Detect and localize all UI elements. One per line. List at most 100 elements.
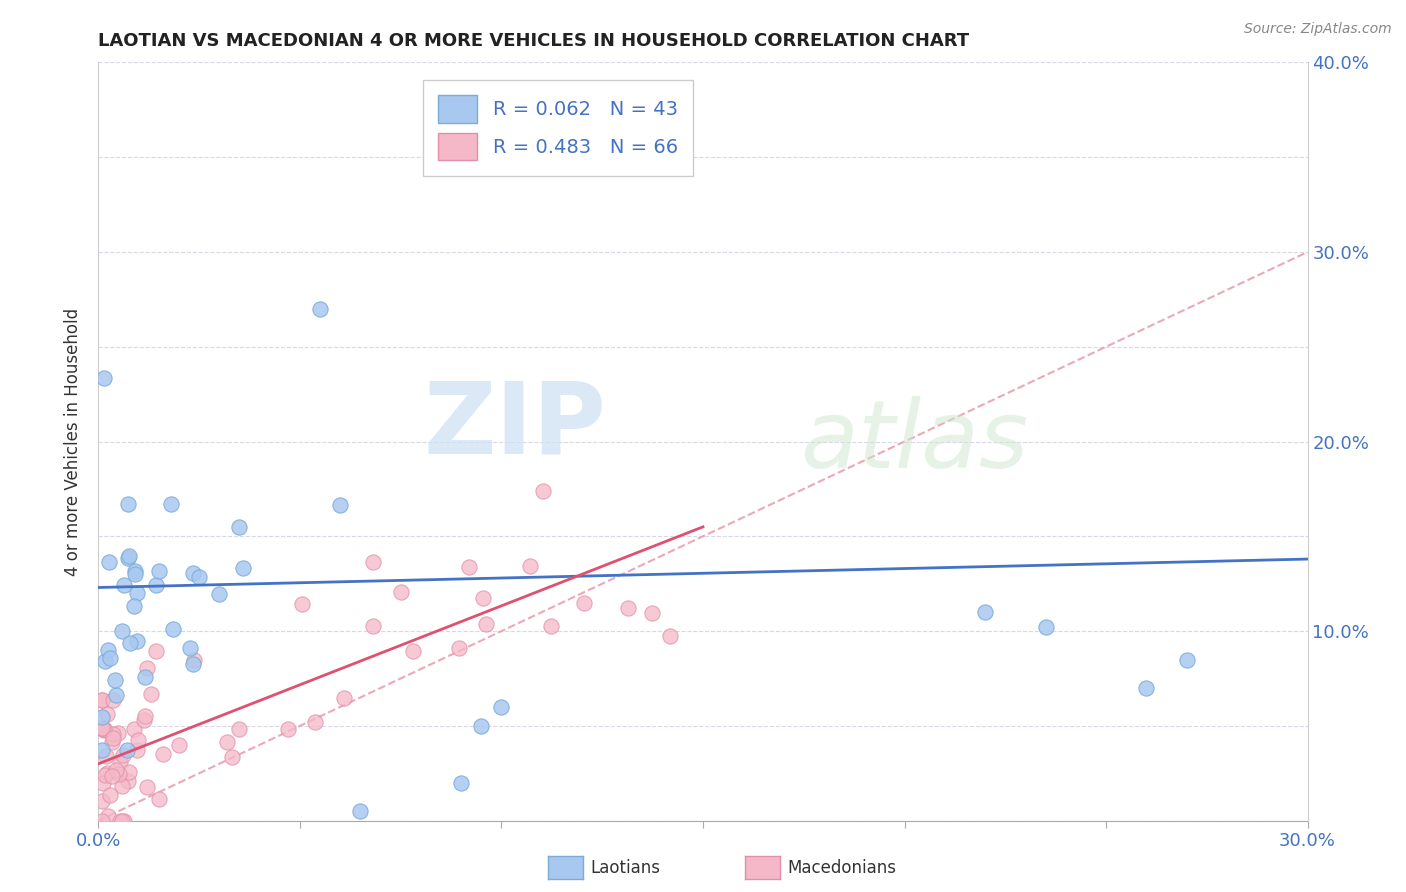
Point	[108, 814, 131, 828]
Point	[93, 723, 115, 737]
Point	[136, 780, 159, 794]
Point	[122, 599, 145, 614]
Point	[491, 699, 513, 714]
Point	[228, 722, 250, 736]
Point	[101, 727, 124, 741]
Point	[188, 570, 211, 584]
Point	[540, 619, 562, 633]
Point	[181, 657, 204, 671]
Point	[98, 650, 121, 665]
Text: ZIP: ZIP	[423, 378, 606, 475]
Point	[208, 587, 231, 601]
Point	[1035, 620, 1057, 634]
Point	[215, 735, 238, 749]
Point	[277, 723, 299, 737]
Point	[104, 673, 127, 687]
Point	[91, 814, 114, 828]
Point	[148, 792, 170, 806]
Point	[304, 714, 326, 729]
Point	[108, 767, 131, 781]
Point	[108, 756, 131, 770]
Text: Macedonians: Macedonians	[787, 859, 897, 877]
Point	[117, 497, 139, 511]
Point	[118, 764, 141, 779]
Point	[134, 670, 156, 684]
Point	[458, 560, 481, 574]
Point	[447, 640, 470, 655]
Point	[139, 687, 162, 701]
Point	[640, 606, 662, 620]
Point	[104, 763, 127, 777]
Point	[111, 779, 134, 793]
Point	[659, 629, 682, 643]
Point	[93, 370, 115, 384]
Point	[112, 814, 135, 828]
Point	[112, 578, 135, 592]
Point	[120, 636, 142, 650]
Point	[125, 743, 148, 757]
Point	[127, 633, 149, 648]
Point	[152, 747, 174, 761]
Point	[169, 738, 191, 752]
Point	[181, 566, 204, 580]
Point	[111, 624, 134, 639]
Point	[617, 601, 640, 615]
Point	[91, 693, 114, 707]
Point	[291, 597, 314, 611]
Point	[91, 721, 114, 735]
Point	[96, 766, 118, 780]
Text: Source: ZipAtlas.com: Source: ZipAtlas.com	[1244, 22, 1392, 37]
Point	[349, 804, 371, 818]
Point	[97, 808, 120, 822]
Point	[179, 641, 201, 656]
Point	[329, 498, 352, 512]
Point	[98, 555, 121, 569]
Point	[134, 713, 156, 727]
Point	[402, 643, 425, 657]
Point	[475, 616, 498, 631]
Point	[117, 549, 139, 563]
Point	[91, 776, 114, 790]
Point	[221, 750, 243, 764]
Point	[112, 748, 135, 763]
Point	[117, 551, 139, 566]
Point	[97, 643, 120, 657]
Point	[389, 584, 412, 599]
Point	[101, 769, 124, 783]
Point	[107, 725, 129, 739]
Point	[228, 519, 250, 533]
Point	[361, 619, 384, 633]
Point	[101, 735, 124, 749]
Point	[110, 814, 132, 828]
Point	[94, 748, 117, 763]
Point	[450, 776, 472, 790]
Point	[470, 719, 492, 733]
Point	[91, 794, 114, 808]
Point	[94, 768, 117, 782]
Point	[127, 733, 149, 747]
Point	[1175, 652, 1198, 666]
Point	[472, 591, 495, 606]
Point	[127, 586, 149, 600]
Text: Laotians: Laotians	[591, 859, 661, 877]
Point	[91, 692, 114, 706]
Point	[124, 567, 146, 582]
Point	[572, 596, 595, 610]
Point	[91, 743, 114, 757]
Point	[183, 653, 205, 667]
Point	[101, 693, 124, 707]
Point	[361, 555, 384, 569]
Point	[101, 731, 124, 745]
Point	[134, 709, 156, 723]
Text: LAOTIAN VS MACEDONIAN 4 OR MORE VEHICLES IN HOUSEHOLD CORRELATION CHART: LAOTIAN VS MACEDONIAN 4 OR MORE VEHICLES…	[98, 32, 970, 50]
Point	[94, 654, 117, 668]
Point	[96, 706, 118, 721]
Point	[162, 622, 184, 636]
Point	[122, 722, 145, 736]
Point	[309, 301, 332, 316]
Text: atlas: atlas	[800, 396, 1028, 487]
Point	[136, 661, 159, 675]
Point	[105, 689, 128, 703]
Point	[145, 578, 167, 592]
Point	[93, 722, 115, 736]
